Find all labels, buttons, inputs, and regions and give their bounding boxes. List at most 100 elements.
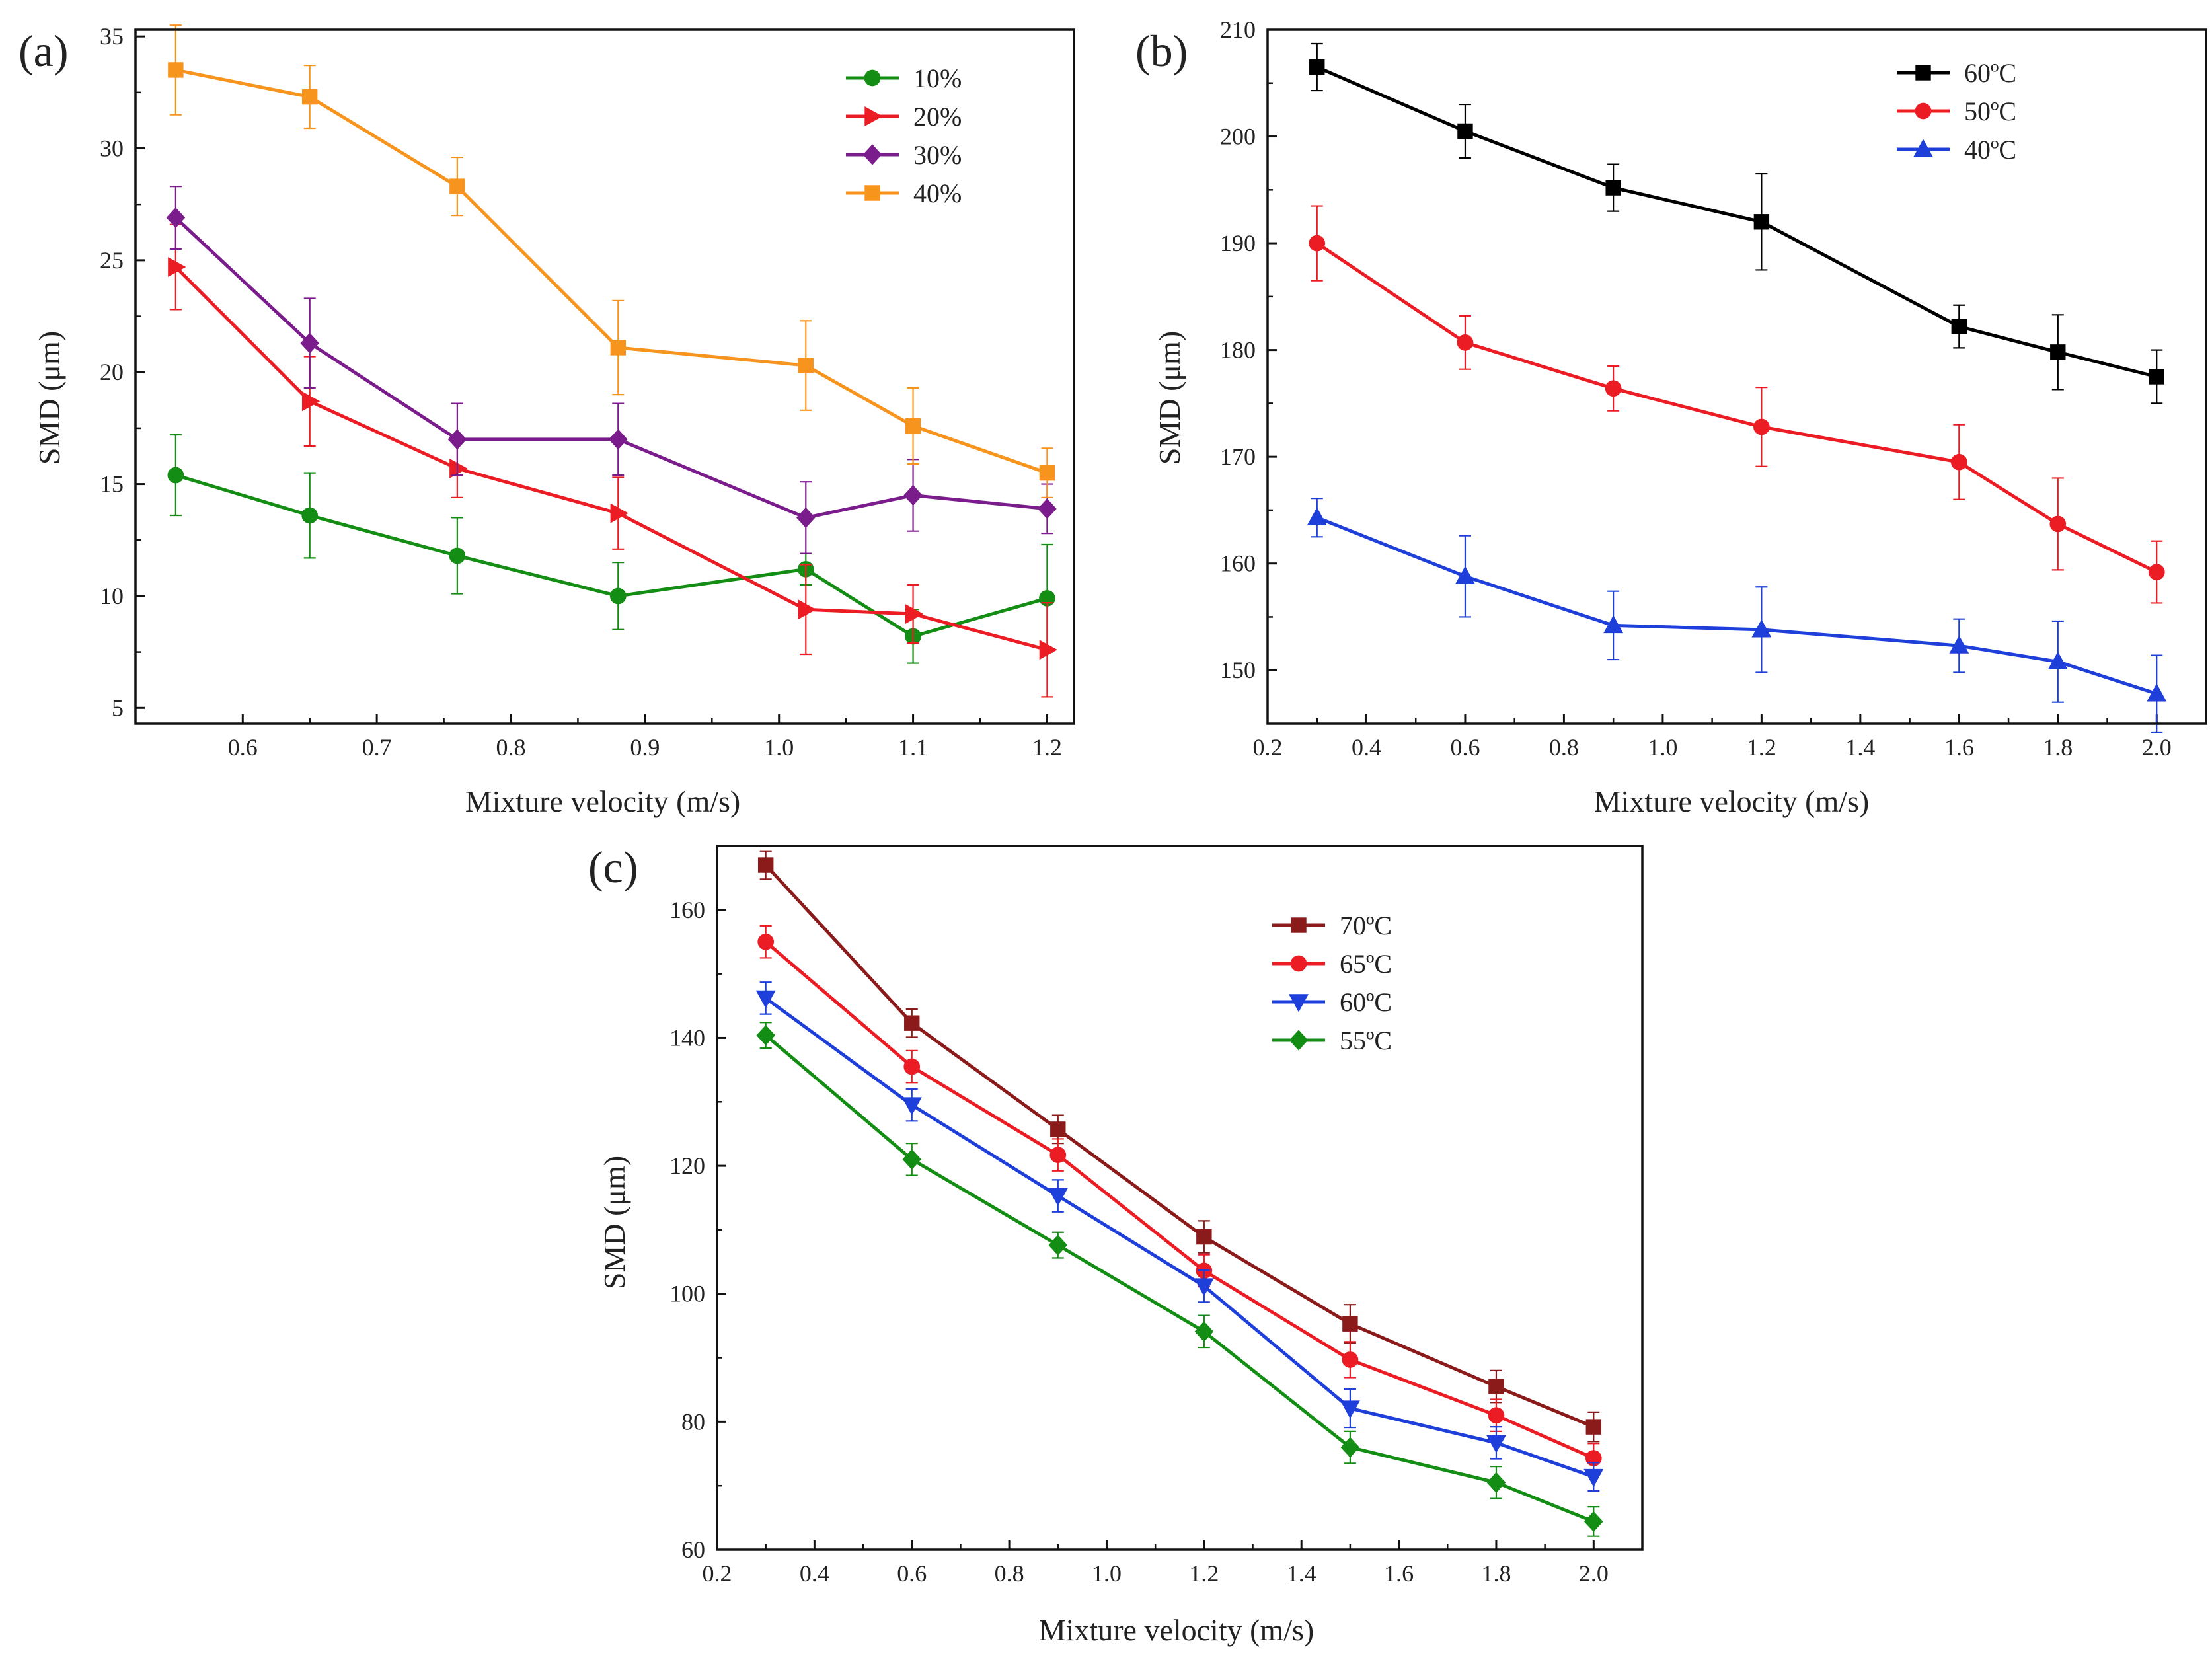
panel-c-y-tick-label: 60 [681,1536,705,1563]
panel-a-y-tick-label: 35 [100,23,124,50]
legend-marker [1913,139,1933,157]
data-point [904,1015,920,1031]
legend-marker [864,185,880,201]
panel-a-legend: 10% 20% 30% 40% [846,63,962,208]
data-point [755,990,776,1009]
legend-label: 70ºC [1340,911,1392,940]
data-point [1605,180,1621,196]
legend-marker [864,69,881,87]
panel-b-x-tick-label: 0.6 [1450,734,1480,761]
data-point [905,418,921,434]
panel-a-x-tick-label: 1.1 [898,734,928,761]
data-point [2047,651,2068,670]
data-point [798,358,814,373]
legend-label: 40% [913,178,962,208]
data-point [1751,619,1772,638]
panel-c-legend-item-0: 70ºC [1272,911,1392,940]
data-point [1753,214,1770,230]
panel-c-y-axis-title: SMD (μm) [597,1156,631,1289]
data-point [902,1149,922,1170]
data-point [1455,566,1475,584]
panel-a-x-tick-label: 0.6 [228,734,258,761]
data-point [1486,1435,1506,1453]
panel-a-x-tick-label: 1.2 [1032,734,1062,761]
data-point [449,178,465,194]
data-point [798,599,816,620]
panel-a-y-tick-label: 5 [112,695,124,721]
data-point [757,933,775,950]
legend-marker [1915,65,1931,81]
data-point [901,1097,922,1116]
legend-label: 10% [913,63,962,93]
data-point [1951,319,1967,334]
legend-marker [1289,1030,1309,1051]
data-point [1340,1400,1360,1419]
legend-label: 55ºC [1340,1026,1392,1055]
panel-a-x-tick-label: 0.7 [362,734,392,761]
data-point [449,547,466,564]
data-point [1949,635,1969,654]
panel-c-y-tick-label: 80 [681,1408,705,1435]
data-point [301,507,319,524]
panel-a-frame [134,28,1075,725]
panel-b-plot-area [1307,42,2167,734]
panel-b-series-1 [1309,205,2165,604]
data-point [2149,369,2164,385]
panel-c-x-tick-label: 1.0 [1092,1560,1122,1587]
panel-c-x-tick-label: 0.2 [703,1560,732,1587]
data-point [903,1058,921,1075]
legend-label: 60ºC [1340,987,1392,1017]
panel-c-legend-item-3: 55ºC [1272,1026,1392,1055]
panel-a-y-tick-label: 10 [100,583,124,609]
panel-c-x-tick-label: 0.8 [995,1560,1024,1587]
panel-b-x-tick-label: 2.0 [2142,734,2172,761]
panel-b-x-tick-label: 1.0 [1648,734,1677,761]
panel-b-x-tick-label: 0.8 [1549,734,1579,761]
data-point [1457,123,1473,139]
panel-a-label: (a) [19,26,68,76]
data-point [1309,59,1325,75]
panel-b-y-axis-title: SMD (μm) [1153,331,1186,465]
data-point [167,467,184,484]
panel-c-y-tick-label: 120 [669,1153,705,1179]
panel-b-x-tick-label: 1.4 [1845,734,1875,761]
data-point [1486,1472,1506,1493]
data-point [1605,380,1622,397]
panel-c-legend: 70ºC 65ºC 60ºC 55ºC [1272,911,1392,1055]
data-point [1309,235,1326,252]
data-point [1585,1419,1602,1435]
data-point [302,391,321,412]
data-point [2049,515,2067,533]
data-point [903,484,923,506]
data-point [1584,1511,1603,1532]
data-point [449,458,468,478]
panel-a-series-1 [168,223,1058,698]
panel-a-series-3 [168,24,1055,499]
data-point [1038,498,1057,519]
data-point [1039,640,1058,660]
data-point [756,1024,775,1046]
data-point [166,207,186,229]
legend-marker [1290,955,1307,972]
data-point [609,587,627,605]
data-point [1488,1379,1504,1394]
panel-b-x-tick-label: 1.8 [2043,734,2073,761]
panel-b-legend-item-1: 50ºC [1897,96,2016,126]
data-point [757,857,774,873]
data-point [1950,453,1967,471]
data-point [300,332,320,354]
panel-c-label: (c) [588,842,638,892]
panel-a-y-tick-label: 15 [100,471,124,498]
data-point [1194,1278,1214,1297]
data-point [796,507,816,528]
panel-a-series-2 [166,185,1057,554]
panel-b-frame [1266,28,2207,725]
legend-marker [862,144,882,165]
panel-a-legend-item-2: 30% [846,140,962,170]
panel-a-y-tick-label: 25 [100,247,124,274]
panel-b-series-2 [1307,498,2167,734]
panel-a-legend-item-3: 40% [846,178,962,208]
panel-c-x-axis-title: Mixture velocity (m/s) [1039,1613,1314,1647]
legend-marker [1915,102,1932,120]
